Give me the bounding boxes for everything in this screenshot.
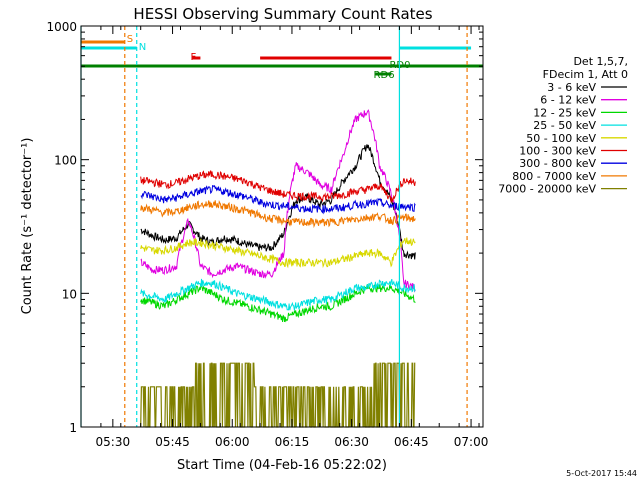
series-line-4	[140, 237, 416, 269]
x-tick-label-1: 05:45	[155, 435, 190, 449]
flag-label-s: S	[127, 34, 133, 45]
x-axis-label: Start Time (04-Feb-16 05:22:02)	[177, 458, 387, 473]
series-line-3	[140, 278, 416, 311]
plot-frame	[80, 25, 484, 428]
legend-label-3: 25 - 50 keV	[533, 119, 596, 132]
x-tick-label-3: 06:15	[275, 435, 310, 449]
series-line-5	[140, 170, 416, 203]
series-line-1	[140, 109, 416, 293]
legend-label-7: 800 - 7000 keV	[512, 170, 596, 183]
legend-header-2: FDecim 1, Att 0	[543, 68, 628, 81]
legend-label-8: 7000 - 20000 keV	[498, 183, 596, 196]
flag-label-f: F	[190, 52, 196, 63]
x-tick-label-2: 06:00	[215, 435, 250, 449]
series-line-6	[140, 184, 416, 215]
legend-label-6: 300 - 800 keV	[519, 157, 596, 170]
series-line-7	[140, 199, 416, 229]
y-tick-label-1: 10	[62, 287, 77, 301]
flag-label-n: N	[139, 42, 146, 53]
legend-label-5: 100 - 300 keV	[519, 145, 596, 158]
y-tick-label-2: 100	[54, 154, 77, 168]
series-line-2	[140, 283, 416, 323]
legend-label-4: 50 - 100 keV	[526, 132, 596, 145]
chart-title: HESSI Observing Summary Count Rates	[133, 5, 432, 23]
legend-header-1: Det 1,5,7,	[573, 55, 628, 68]
footer-date: 5-Oct-2017 15:44	[566, 469, 637, 478]
x-tick-label-4: 06:30	[334, 435, 369, 449]
series-line-8	[140, 362, 416, 428]
legend-label-2: 12 - 25 keV	[533, 106, 596, 119]
y-tick-label-3: 1000	[46, 20, 77, 34]
legend-label-1: 6 - 12 keV	[540, 94, 596, 107]
flag-label-rd6: RD6	[374, 70, 395, 81]
x-tick-label-5: 06:45	[394, 435, 429, 449]
y-axis-label: Count Rate (s⁻¹ detector⁻¹)	[20, 138, 35, 315]
x-tick-label-0: 05:30	[96, 435, 131, 449]
x-tick-label-6: 07:00	[454, 435, 489, 449]
y-tick-label-0: 1	[69, 421, 77, 435]
legend-label-0: 3 - 6 keV	[547, 81, 596, 94]
